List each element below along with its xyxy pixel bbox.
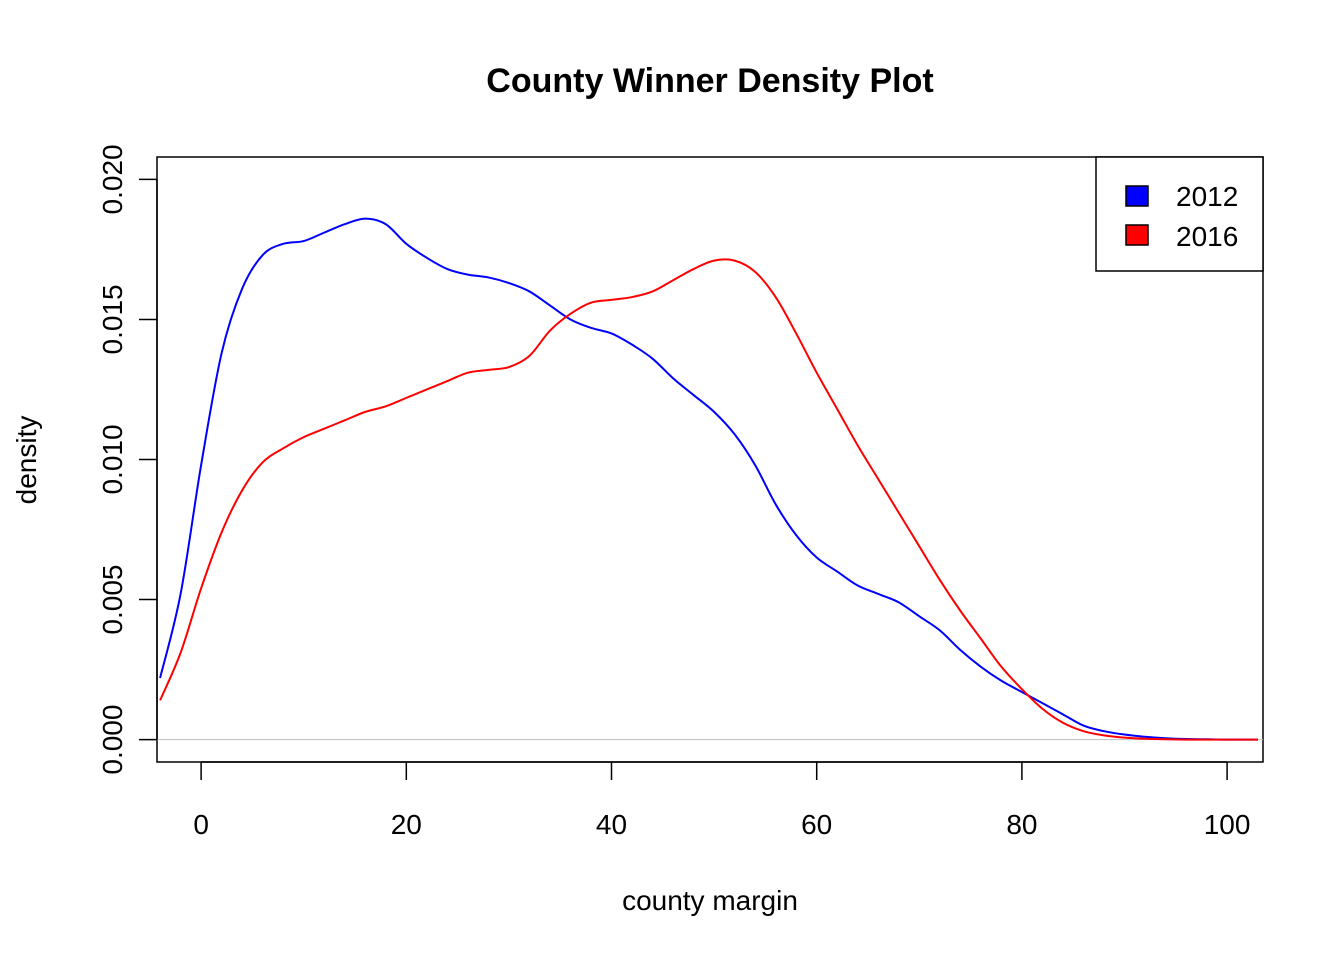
y-tick-label: 0.020 <box>97 144 128 214</box>
legend-label-2012: 2012 <box>1176 181 1238 212</box>
x-tick-label: 20 <box>391 809 422 840</box>
y-axis: 0.000 0.005 0.010 0.015 0.020 <box>97 144 158 775</box>
series-layer <box>159 217 1258 741</box>
chart-title: County Winner Density Plot <box>486 62 933 100</box>
x-tick-label: 0 <box>193 809 209 840</box>
x-tick-label: 40 <box>596 809 627 840</box>
x-tick-label: 60 <box>801 809 832 840</box>
x-axis: 0 20 40 60 80 100 <box>193 761 1251 840</box>
y-tick-label: 0.000 <box>97 705 128 775</box>
x-tick-label: 80 <box>1006 809 1037 840</box>
y-axis-label: density <box>11 416 42 505</box>
y-tick-label: 0.010 <box>97 424 128 494</box>
legend-swatch-2012 <box>1125 185 1149 207</box>
legend-box <box>1095 156 1264 272</box>
legend-label-2016: 2016 <box>1176 221 1238 252</box>
series-line-2012 <box>159 217 1258 741</box>
x-tick-label: 100 <box>1204 809 1251 840</box>
series-line-2016 <box>159 258 1258 741</box>
legend: 2012 2016 <box>1095 156 1264 272</box>
y-tick-label: 0.015 <box>97 284 128 354</box>
x-axis-label: county margin <box>622 885 798 916</box>
y-tick-label: 0.005 <box>97 565 128 635</box>
legend-swatch-2016 <box>1125 224 1149 246</box>
